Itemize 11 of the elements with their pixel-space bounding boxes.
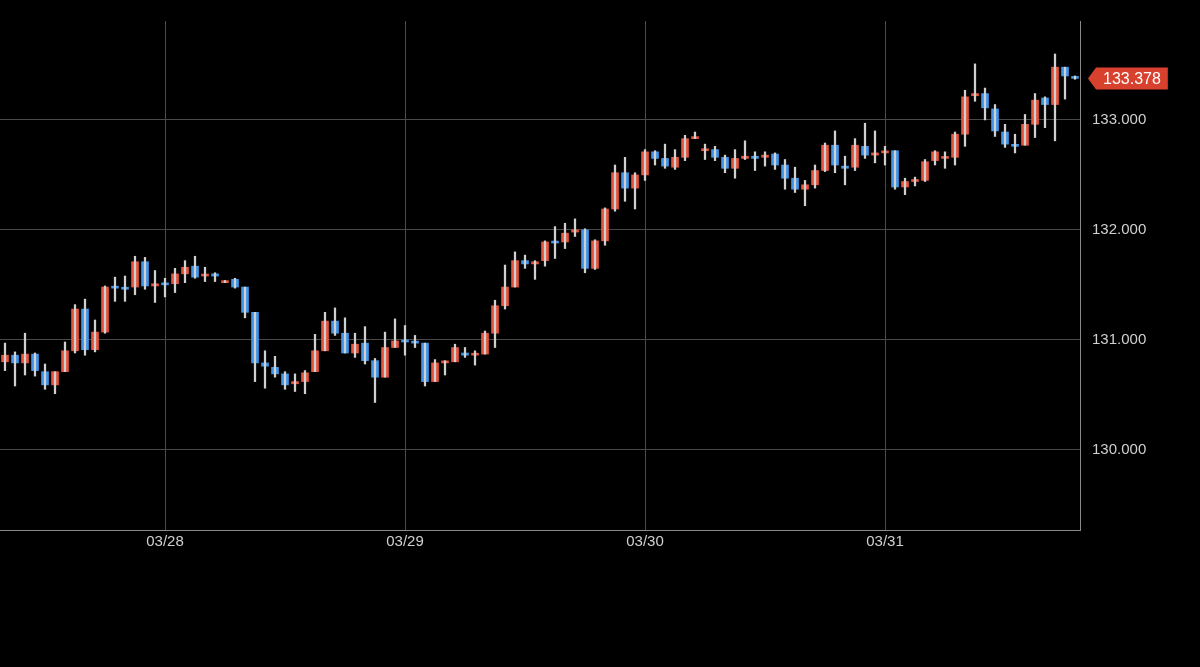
- x-tick-label: 03/28: [146, 532, 184, 550]
- candlestick: [941, 151, 949, 169]
- y-tick-label: 131.000: [1092, 329, 1147, 347]
- x-tick-label: 03/29: [386, 532, 424, 550]
- candlestick: [221, 280, 229, 283]
- y-tick-label: 132.000: [1092, 220, 1147, 238]
- y-tick-label: 133.000: [1092, 110, 1147, 128]
- y-tick-label: 130.000: [1092, 439, 1147, 457]
- x-tick-label: 03/30: [626, 532, 664, 550]
- text: 133.378: [1103, 69, 1161, 87]
- x-tick-label: 03/31: [866, 532, 904, 550]
